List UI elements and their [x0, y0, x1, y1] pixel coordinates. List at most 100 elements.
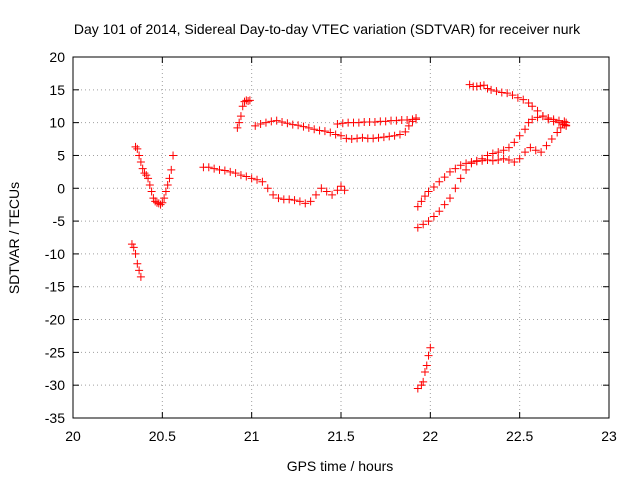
- data-point: [151, 197, 160, 206]
- y-tick-label: 15: [49, 82, 65, 98]
- data-point: [158, 198, 167, 207]
- data-point: [515, 131, 524, 140]
- data-point: [353, 134, 362, 143]
- y-tick-label: 0: [57, 180, 65, 196]
- data-point: [338, 119, 347, 128]
- data-point: [379, 133, 388, 142]
- y-tick-label: 20: [49, 49, 65, 65]
- series-arc-e: [251, 115, 421, 144]
- data-point: [531, 146, 540, 155]
- series-arc-i: [413, 112, 571, 232]
- data-point: [283, 119, 292, 128]
- chart-title: Day 101 of 2014, Sidereal Day-to-day VTE…: [74, 21, 581, 37]
- data-point: [140, 169, 149, 178]
- data-point: [274, 194, 283, 203]
- data-point: [156, 200, 165, 209]
- data-point: [253, 175, 262, 184]
- series-arc-a: [127, 240, 145, 281]
- series-arc-g: [413, 343, 435, 393]
- x-tick-label: 23: [601, 428, 617, 444]
- data-point: [278, 117, 287, 126]
- y-tick-label: 5: [57, 147, 65, 163]
- data-point: [290, 196, 299, 205]
- data-point: [479, 81, 488, 90]
- x-axis-label: GPS time / hours: [287, 458, 394, 474]
- y-tick-label: 10: [49, 115, 65, 131]
- data-point: [244, 96, 253, 105]
- data-point: [544, 115, 553, 124]
- data-point: [169, 151, 178, 160]
- series-arc-f: [333, 114, 421, 128]
- series-arc-j: [465, 80, 571, 130]
- data-point: [476, 81, 485, 90]
- data-point: [160, 194, 169, 203]
- data-point: [542, 141, 551, 150]
- data-point: [263, 184, 272, 193]
- data-point: [504, 156, 513, 165]
- data-point: [233, 123, 242, 132]
- data-point: [337, 182, 345, 191]
- data-point: [272, 116, 281, 125]
- series-arc-d: [233, 96, 254, 132]
- data-point: [429, 212, 438, 221]
- data-point: [497, 88, 506, 97]
- data-point: [285, 195, 294, 204]
- data-point: [528, 102, 537, 111]
- data-point: [417, 381, 426, 390]
- data-point: [429, 182, 438, 191]
- data-point: [472, 156, 481, 165]
- data-point: [240, 97, 249, 106]
- data-point: [558, 119, 567, 128]
- grid-lines: [73, 57, 609, 418]
- data-point: [419, 377, 428, 386]
- data-point: [528, 115, 537, 124]
- data-point: [553, 128, 562, 137]
- x-tick-label: 20.5: [149, 428, 176, 444]
- data-point: [136, 158, 145, 167]
- data-point: [331, 130, 340, 139]
- data-point: [499, 146, 508, 155]
- data-point: [499, 154, 508, 163]
- data-point: [508, 91, 517, 100]
- data-point: [408, 115, 417, 124]
- x-tick-label: 22.5: [506, 428, 533, 444]
- y-tick-label: -30: [45, 377, 65, 393]
- data-point: [133, 144, 142, 153]
- data-point: [420, 192, 429, 201]
- series-arc-c: [199, 163, 349, 208]
- y-tick-label: -35: [45, 410, 65, 426]
- data-point: [515, 154, 524, 163]
- y-tick-label: -5: [53, 213, 66, 229]
- data-point: [354, 118, 363, 127]
- data-point: [419, 220, 428, 229]
- data-point: [395, 130, 404, 139]
- data-point: [294, 121, 303, 130]
- data-point: [340, 186, 349, 195]
- data-point: [288, 120, 297, 129]
- data-point: [220, 166, 229, 175]
- data-point: [129, 243, 138, 252]
- data-point: [256, 119, 265, 128]
- data-point: [533, 106, 542, 115]
- data-point: [381, 117, 390, 126]
- data-point: [131, 249, 140, 258]
- data-point: [238, 102, 247, 111]
- data-point: [210, 164, 219, 173]
- data-point: [492, 87, 501, 96]
- data-point: [538, 112, 547, 121]
- x-tick-label: 20: [65, 428, 81, 444]
- data-point: [526, 143, 535, 152]
- data-series: [127, 80, 571, 393]
- data-point: [310, 125, 319, 134]
- data-point: [483, 151, 492, 160]
- data-point: [465, 80, 474, 89]
- data-point: [370, 117, 379, 126]
- data-point: [403, 116, 412, 125]
- data-point: [494, 156, 503, 165]
- data-point: [267, 117, 276, 126]
- data-point: [326, 128, 335, 137]
- x-axis-ticks: 20 20.5 21 21.5 22 22.5 23: [65, 57, 617, 444]
- data-point: [374, 133, 383, 142]
- data-point: [488, 149, 497, 158]
